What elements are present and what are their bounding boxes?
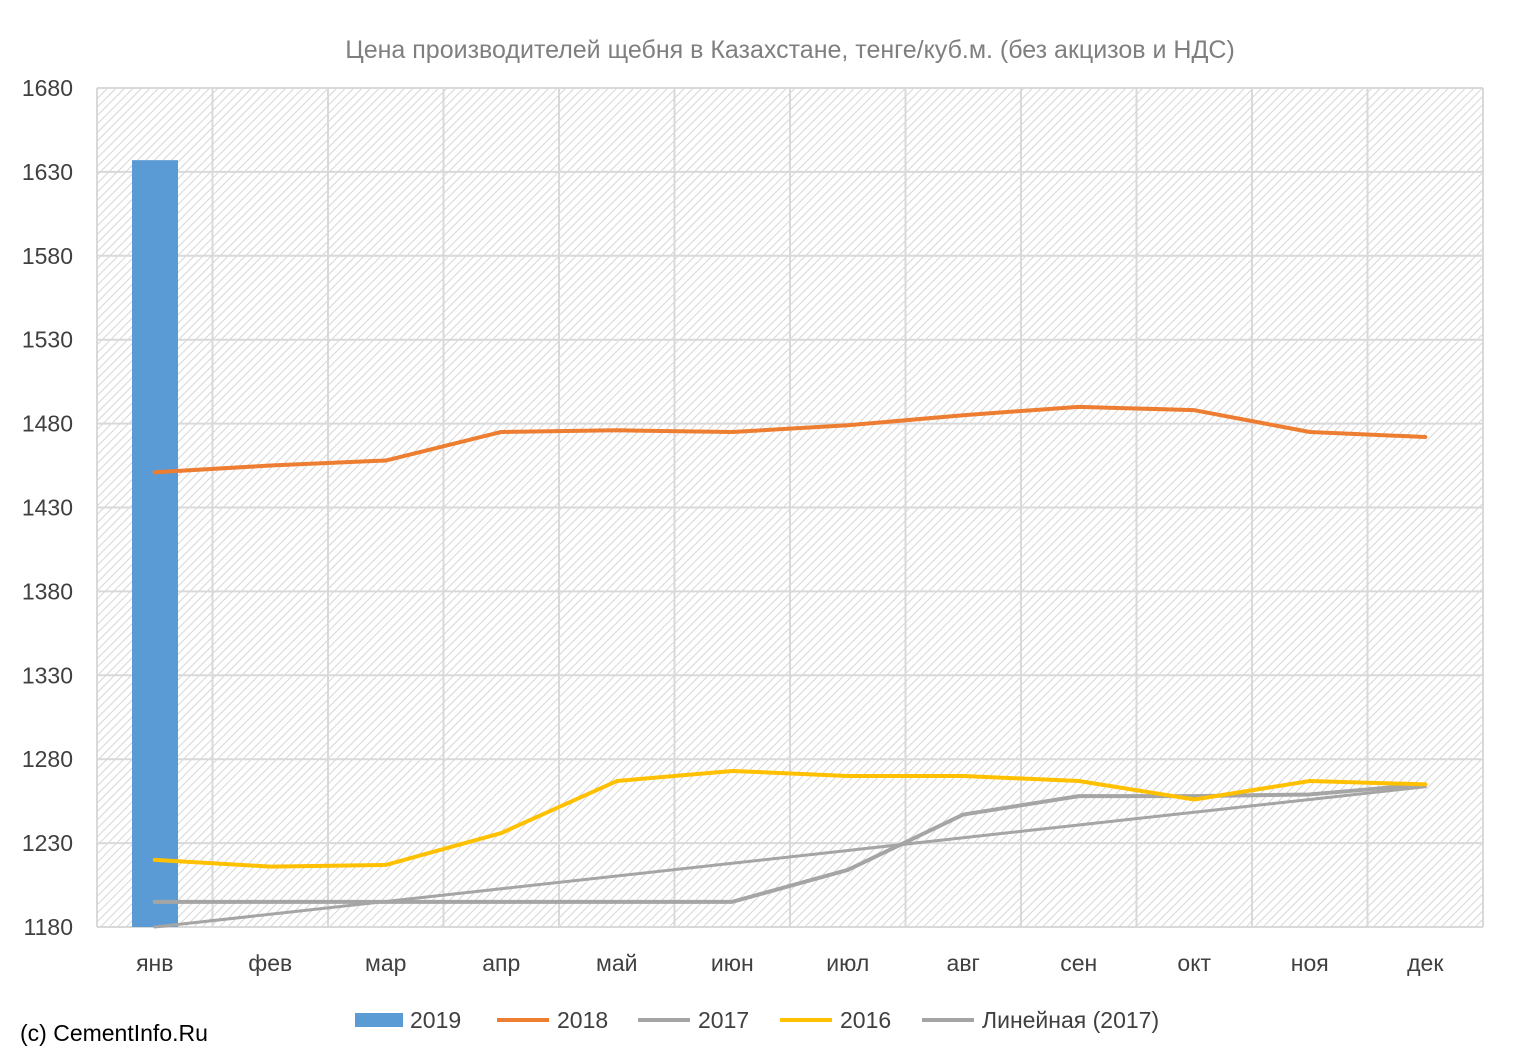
legend-label: 2019: [410, 1007, 461, 1033]
x-tick-label: сен: [1060, 950, 1097, 976]
y-tick-label: 1530: [22, 327, 73, 353]
x-tick-label: ноя: [1291, 950, 1329, 976]
x-tick-label: июн: [711, 950, 754, 976]
credit-text: (c) CementInfo.Ru: [20, 1020, 208, 1046]
x-tick-label: дек: [1407, 950, 1444, 976]
gridlines: [96, 87, 1484, 928]
y-tick-label: 1280: [22, 746, 73, 772]
legend: 2019 2018 2017 2016 Линейная (2017): [355, 1007, 1159, 1033]
x-tick-label: мар: [365, 950, 406, 976]
x-tick-label: окт: [1177, 950, 1211, 976]
x-tick-label: апр: [482, 950, 520, 976]
series-line-2018: [152, 404, 1428, 475]
y-tick-label: 1180: [24, 914, 73, 940]
legend-label: 2016: [840, 1007, 891, 1033]
x-tick-label: июл: [826, 950, 869, 976]
y-tick-label: 1680: [22, 75, 73, 101]
y-tick-label: 1630: [22, 159, 73, 185]
x-tick-label: янв: [136, 950, 173, 976]
legend-label: 2017: [698, 1007, 749, 1033]
series-line-2016: [152, 768, 1428, 869]
y-tick-label: 1380: [22, 578, 73, 604]
chart-title: Цена производителей щебня в Казахстане, …: [345, 36, 1235, 64]
y-tick-label: 1330: [22, 662, 73, 688]
legend-label: Линейная (2017): [982, 1007, 1159, 1033]
legend-label: 2018: [557, 1007, 608, 1033]
bar-series: [132, 160, 178, 928]
y-axis-ticks: 1680 1630 1580 1530 1480 1430 1380 1330 1280 1230…: [22, 75, 73, 940]
x-tick-label: фев: [248, 950, 292, 976]
x-axis-ticks: янв фев мар апр май июн июл авг сен окт ноя дек: [136, 950, 1444, 976]
y-tick-label: 1580: [22, 243, 73, 269]
legend-swatch: [355, 1013, 403, 1027]
y-tick-label: 1480: [22, 411, 73, 437]
x-tick-label: май: [596, 950, 637, 976]
bar-2019: [132, 160, 178, 928]
x-tick-label: авг: [947, 950, 980, 976]
y-tick-label: 1430: [22, 495, 73, 521]
y-tick-label: 1230: [22, 830, 73, 856]
line-series: [152, 404, 1428, 929]
